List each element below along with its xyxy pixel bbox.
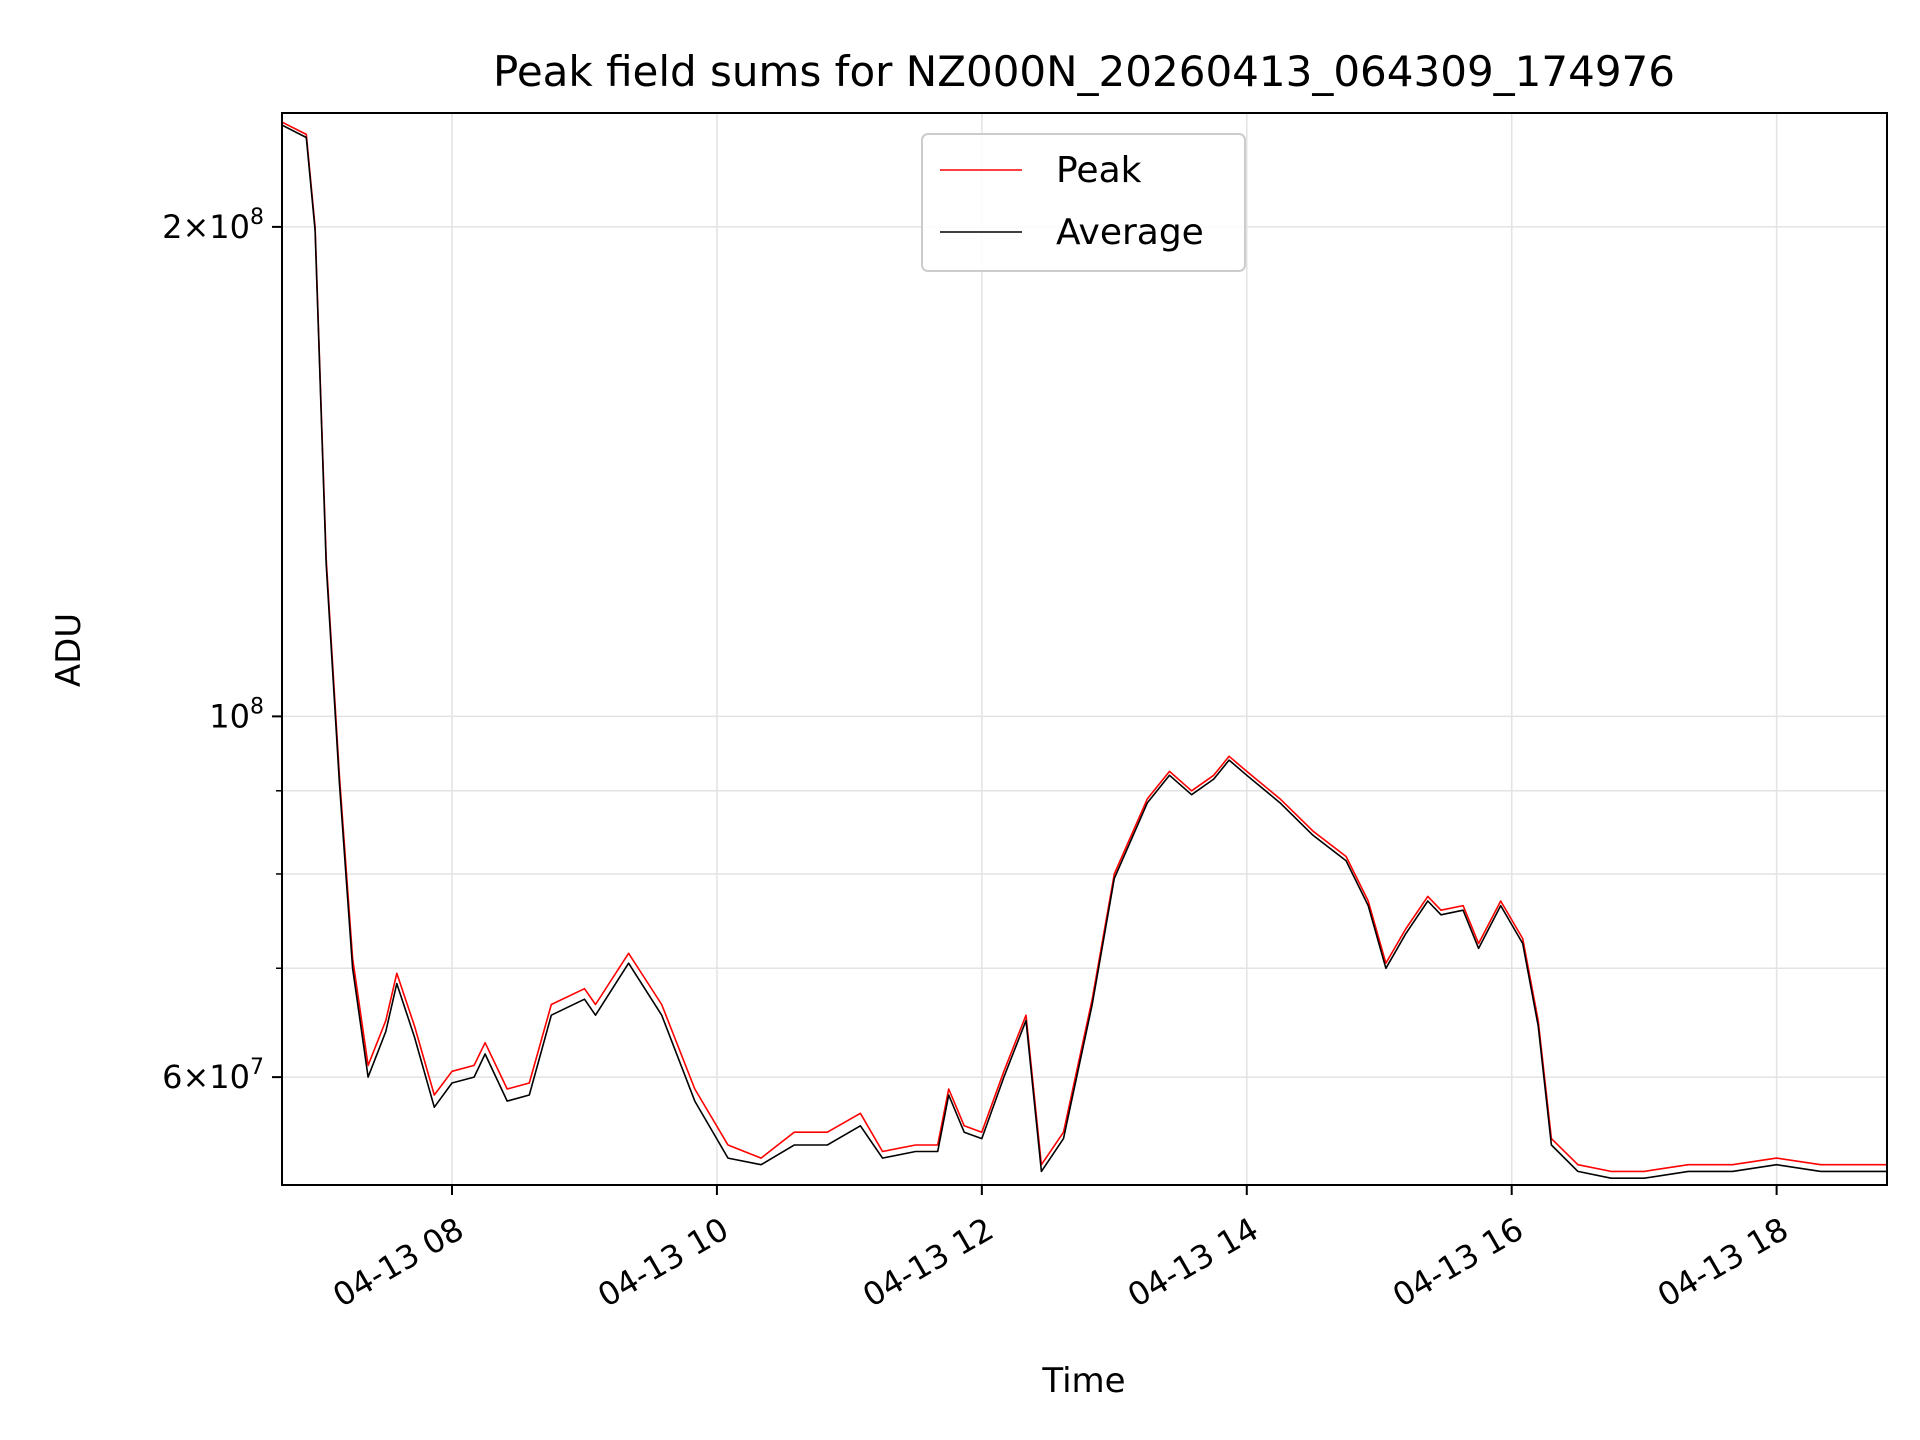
series-layer [282,121,1887,1179]
plot-area [282,121,1887,1179]
y-axis-label: ADU [49,613,89,687]
x-axis-label: Time [1041,1361,1125,1401]
legend-label-average: Average [1056,212,1204,253]
y-tick-label: 2×108 [162,205,264,246]
legend-label-peak: Peak [1056,150,1142,191]
y-axis: 2×108 108 6×107 [162,205,282,1096]
legend: Peak Average [921,133,1246,272]
y-tick-label: 108 [209,694,264,735]
plot-frame [281,112,1888,1186]
series-line-average [282,124,1887,1179]
y-tick-label: 6×107 [162,1055,264,1096]
chart-title: Peak field sums for NZ000N_20260413_0643… [493,47,1675,96]
legend-box [921,133,1246,272]
grid [282,113,1887,1185]
series-line-peak [282,121,1887,1173]
